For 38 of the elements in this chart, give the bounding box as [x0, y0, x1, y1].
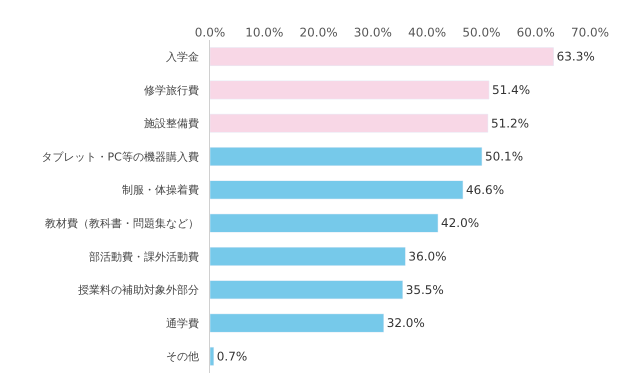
y-tick-label: 教材費（教科書・問題集など） — [44, 217, 199, 230]
bar — [210, 314, 384, 332]
x-tick-label: 10.0% — [245, 26, 284, 40]
y-tick-label: 入学金 — [166, 50, 199, 64]
x-tick-label: 70.0% — [570, 26, 610, 40]
data-label: 46.6% — [466, 182, 504, 197]
y-tick-label: 授業料の補助対象外部分 — [78, 284, 199, 297]
data-label: 42.0% — [441, 216, 480, 230]
x-tick-label: 40.0% — [408, 26, 446, 40]
x-tick-label: 50.0% — [462, 26, 500, 40]
data-label: 51.4% — [492, 82, 530, 97]
y-tick-label: 修学旅行費 — [144, 84, 199, 97]
bar — [210, 346, 214, 366]
y-tick-label: タブレット・PC等の機器購入費 — [41, 150, 199, 164]
x-tick-label: 0.0% — [194, 26, 226, 40]
data-label: 50.1% — [484, 150, 524, 164]
bar — [210, 147, 482, 166]
data-label: 0.7% — [216, 349, 248, 364]
bar — [210, 280, 403, 300]
y-tick-label: 部活動費・課外活動費 — [88, 250, 199, 264]
x-tick-label: 20.0% — [300, 26, 338, 40]
y-tick-label: その他 — [166, 350, 199, 364]
bar — [210, 47, 554, 66]
data-label: 36.0% — [408, 249, 447, 264]
y-tick-label: 施設整備費 — [144, 117, 199, 130]
bar — [210, 180, 464, 200]
data-label: 63.3% — [556, 50, 595, 64]
x-tick-label: 30.0% — [354, 26, 392, 40]
bar — [210, 247, 406, 266]
bar — [210, 214, 438, 233]
data-label: 35.5% — [406, 282, 444, 297]
y-tick-label: 通学費 — [166, 316, 199, 330]
y-tick-label: 制服・体操着費 — [122, 184, 199, 197]
bar — [210, 114, 488, 133]
data-label: 32.0% — [386, 316, 425, 330]
x-tick-label: 60.0% — [516, 26, 555, 40]
data-label: 51.2% — [490, 116, 530, 130]
bar — [210, 80, 490, 100]
